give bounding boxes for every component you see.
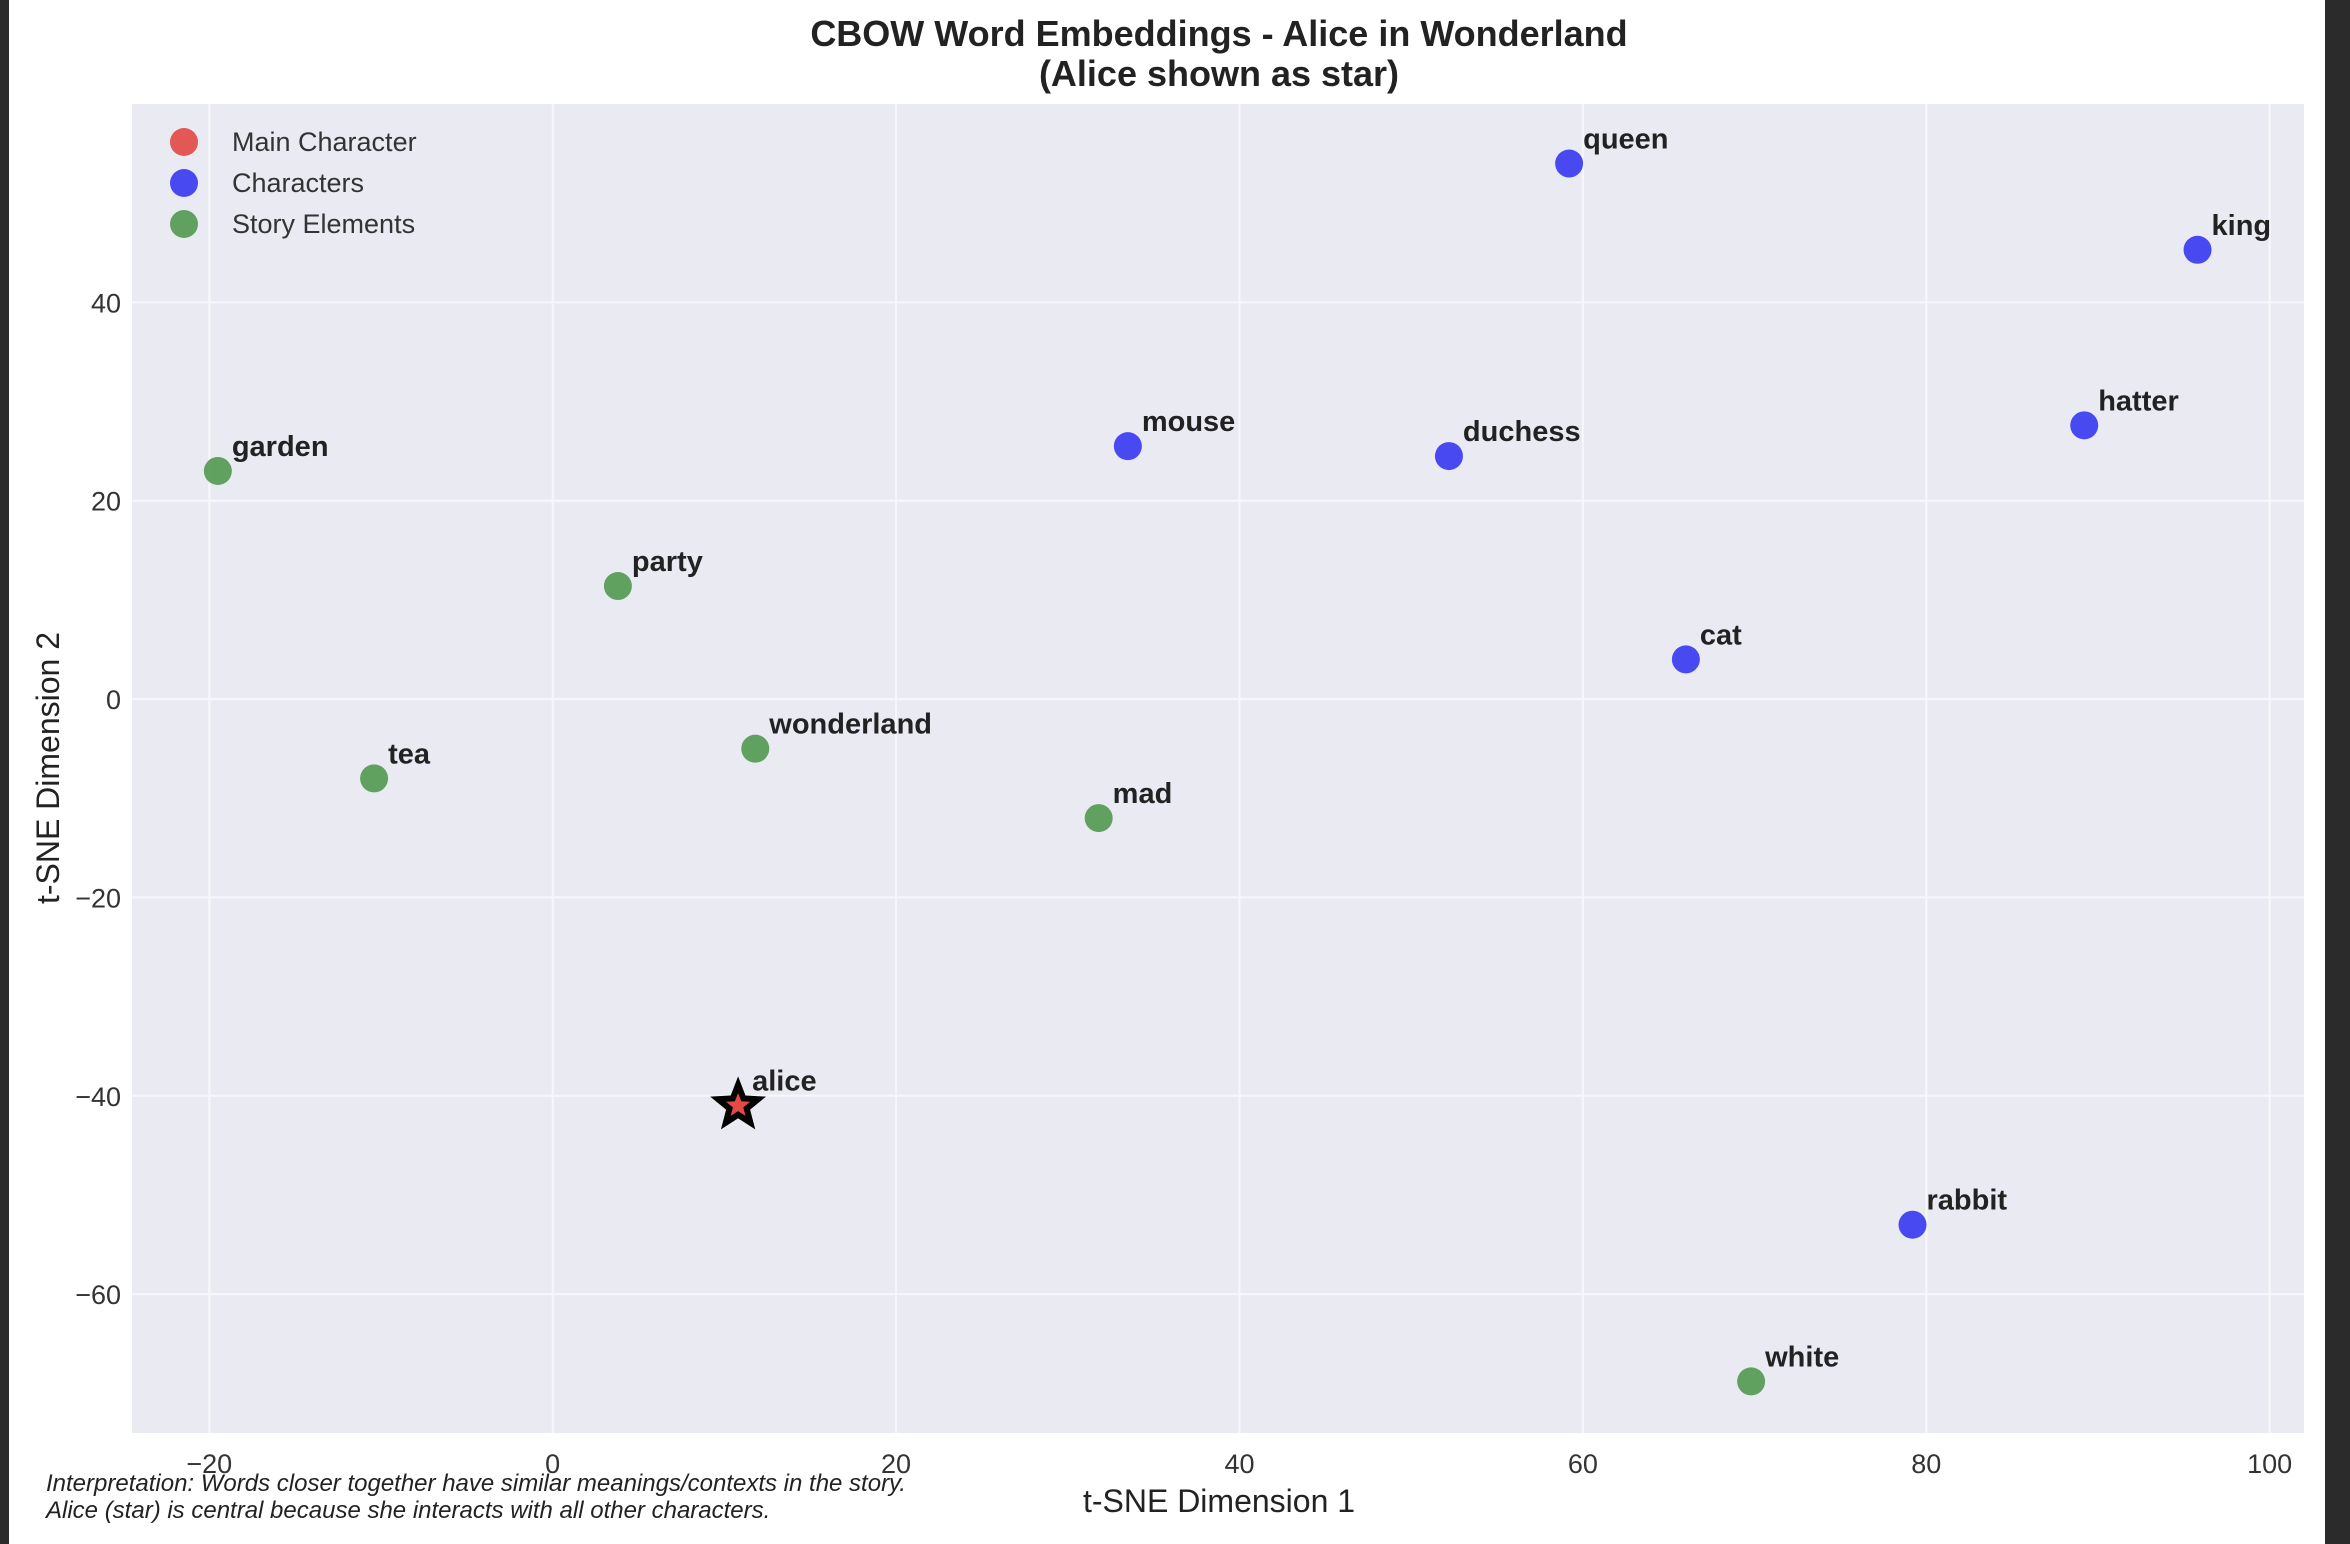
- x-tick-label: 100: [2247, 1449, 2292, 1479]
- x-tick-label: 0: [545, 1449, 560, 1479]
- x-tick-label: 60: [1568, 1449, 1598, 1479]
- point-label-white: white: [1764, 1341, 1839, 1373]
- legend-label-characters: Characters: [232, 168, 364, 198]
- point-garden: [203, 456, 232, 485]
- y-tick-label: 20: [91, 487, 121, 517]
- point-label-tea: tea: [388, 738, 431, 770]
- point-hatter: [2070, 411, 2099, 440]
- y-tick-label: 0: [106, 685, 121, 715]
- point-label-party: party: [632, 546, 703, 578]
- data-labels: alice queen king mouse duchess hatter cat rabbi…: [232, 124, 2271, 1374]
- point-party: [603, 572, 632, 601]
- legend-marker-story: [170, 210, 198, 238]
- point-label-queen: queen: [1583, 124, 1668, 156]
- scatter-chart: CBOW Word Embeddings - Alice in Wonderla…: [30, 13, 2304, 1524]
- point-label-garden: garden: [232, 431, 329, 463]
- point-label-duchess: duchess: [1463, 416, 1581, 448]
- grid: [132, 104, 2304, 1433]
- y-tick-label: 40: [91, 288, 121, 318]
- point-label-hatter: hatter: [2098, 385, 2179, 417]
- point-label-mouse: mouse: [1142, 406, 1235, 438]
- chart-title: CBOW Word Embeddings - Alice in Wonderla…: [810, 13, 1627, 54]
- point-label-cat: cat: [1700, 619, 1742, 651]
- x-tick-label: −20: [186, 1449, 232, 1479]
- y-tick-label: −40: [75, 1082, 121, 1112]
- legend: Main Character Characters Story Elements: [170, 127, 417, 239]
- point-duchess: [1434, 442, 1463, 471]
- y-axis-ticks: −60 −40 −20 0 20 40: [75, 288, 121, 1310]
- plot-area: [132, 104, 2304, 1433]
- x-axis-ticks: −20 0 20 40 60 80 100: [186, 1449, 2292, 1479]
- point-label-king: king: [2212, 210, 2272, 242]
- interpretation-line-1: Interpretation: Words closer together ha…: [46, 1470, 906, 1497]
- point-king: [2183, 235, 2212, 264]
- point-white: [1737, 1367, 1766, 1396]
- point-tea: [360, 764, 389, 793]
- x-tick-label: 40: [1224, 1449, 1254, 1479]
- legend-marker-main: [170, 128, 198, 156]
- point-wonderland: [741, 734, 770, 763]
- star-marker-alice: [710, 1076, 767, 1130]
- interpretation-line-2: Alice (star) is central because she inte…: [44, 1497, 770, 1524]
- legend-label-story: Story Elements: [232, 209, 415, 239]
- legend-label-main: Main Character: [232, 127, 417, 157]
- point-label-rabbit: rabbit: [1927, 1185, 2008, 1217]
- x-tick-label: 20: [881, 1449, 911, 1479]
- point-queen: [1555, 149, 1584, 178]
- point-label-wonderland: wonderland: [768, 709, 932, 741]
- y-axis-label: t-SNE Dimension 2: [30, 632, 66, 904]
- point-mad: [1084, 804, 1113, 833]
- chart-subtitle: (Alice shown as star): [1039, 53, 1399, 94]
- point-cat: [1671, 645, 1700, 674]
- point-label-mad: mad: [1113, 778, 1173, 810]
- point-label-alice: alice: [752, 1066, 817, 1098]
- data-points: [203, 149, 2212, 1396]
- y-tick-label: −60: [75, 1280, 121, 1310]
- figure-canvas: CBOW Word Embeddings - Alice in Wonderla…: [9, 0, 2325, 1544]
- legend-marker-characters: [170, 169, 198, 197]
- point-rabbit: [1898, 1210, 1927, 1239]
- x-tick-label: 80: [1911, 1449, 1941, 1479]
- x-axis-label: t-SNE Dimension 1: [1083, 1483, 1355, 1519]
- y-tick-label: −20: [75, 883, 121, 913]
- point-mouse: [1113, 432, 1142, 461]
